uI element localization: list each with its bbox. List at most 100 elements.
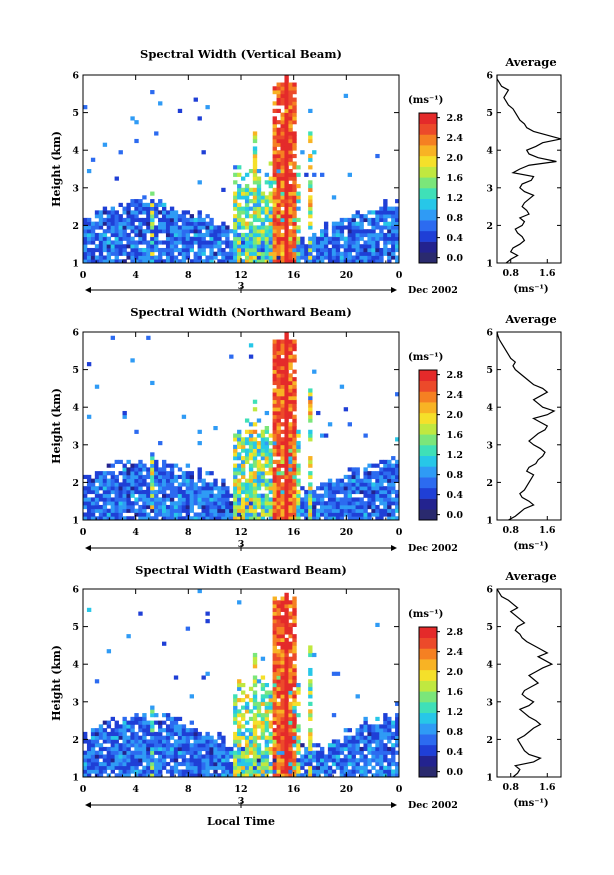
heatmap-cell [237,255,242,260]
heatmap-cell [248,709,254,714]
heatmap-cell [331,713,337,718]
heatmap-cell [276,694,281,699]
heatmap-cell [308,437,313,442]
heatmap-cell [110,471,115,476]
heatmap-cell [185,750,191,755]
heatmap-cell [252,169,258,174]
heatmap-cell [165,210,171,215]
heatmap-cell [276,377,281,382]
heatmap-cell [118,508,123,513]
heatmap-cell [323,236,329,241]
heatmap-cell [102,754,108,759]
heatmap-cell [284,169,289,174]
heatmap-cell [252,504,258,510]
heatmap-cell [118,512,123,517]
heatmap-cell [138,255,143,260]
heatmap-cell [292,120,297,125]
heatmap-cell [347,467,352,472]
heatmap-cell [284,679,289,684]
heatmap-cell [130,758,135,763]
heatmap-cell [276,407,281,412]
heatmap-cell [280,746,285,752]
heatmap-cell [106,221,112,226]
heatmap-cell [280,221,285,226]
heatmap-cell [225,255,230,260]
heatmap-cell [94,384,100,389]
heatmap-cell [252,501,258,506]
heatmap-cell [244,459,250,464]
heatmap-cell [98,724,104,729]
heatmap-cell [296,251,301,256]
heatmap-cell [150,486,155,491]
heatmap-cell [292,244,297,249]
heatmap-cell [359,769,364,774]
heatmap-cell [237,735,242,740]
heatmap-cell [181,210,187,215]
heatmap-cell [375,489,380,495]
heatmap-cell [355,482,360,487]
heatmap-cell [146,746,151,752]
colorbar-tick-label: 1.6 [446,430,463,441]
heatmap-cell [154,508,159,513]
heatmap-cell [225,765,230,770]
heatmap-cell [90,247,96,253]
heatmap-cell [284,251,289,256]
heatmap-cell [288,493,293,498]
heatmap-cell [221,255,226,260]
heatmap-cell [359,754,364,759]
heatmap-cell [130,769,135,774]
heatmap-cell [237,221,242,226]
heatmap-cell [122,414,127,419]
heatmap-cell [284,512,289,517]
colorbar-segment [419,627,437,639]
colorbar-segment [419,659,437,671]
heatmap-cell [284,656,289,661]
heatmap-cell [110,482,115,487]
heatmap-cell [308,214,313,219]
heatmap-cell [181,497,187,502]
heatmap-cell [162,214,167,219]
heatmap-cell [193,232,198,238]
heatmap-cell [292,735,297,740]
heatmap-cell [197,512,202,517]
heatmap-cell [395,232,400,238]
heatmap-cell [284,240,289,245]
heatmap-cell [189,731,194,737]
heatmap-cell [118,497,123,502]
heatmap-cell [327,508,333,513]
heatmap-cell [106,225,112,230]
heatmap-cell [165,463,171,468]
heatmap-cell [316,259,321,264]
heatmap-cell [280,138,285,144]
heatmap-cell [296,512,301,517]
heatmap-cell [276,418,281,423]
heatmap-cell [292,240,297,245]
average-y-tick-label: 4 [486,146,493,157]
heatmap-cell [276,414,281,419]
heatmap-cell [189,754,194,759]
heatmap-cell [158,482,163,487]
heatmap-cell [367,240,372,245]
heatmap-cell [217,504,222,510]
heatmap-cell [276,184,281,189]
heatmap-cell [189,489,194,495]
heatmap-cell [359,728,364,733]
heatmap-cell [280,735,285,740]
heatmap-cell [320,750,325,755]
heatmap-cell [221,739,226,744]
heatmap-cell [209,746,214,752]
heatmap-cell [284,652,289,658]
heatmap-cell [355,497,360,502]
heatmap-cell [288,407,293,412]
heatmap-cell [284,229,289,234]
heatmap-cell [343,240,349,245]
heatmap-cell [272,596,277,601]
heatmap-cell [387,463,392,468]
heatmap-cell [292,671,297,676]
heatmap-cell [260,251,266,256]
heatmap-cell [213,516,218,521]
heatmap-cell [86,259,92,264]
heatmap-cell [169,765,175,770]
heatmap-cell [201,478,206,483]
